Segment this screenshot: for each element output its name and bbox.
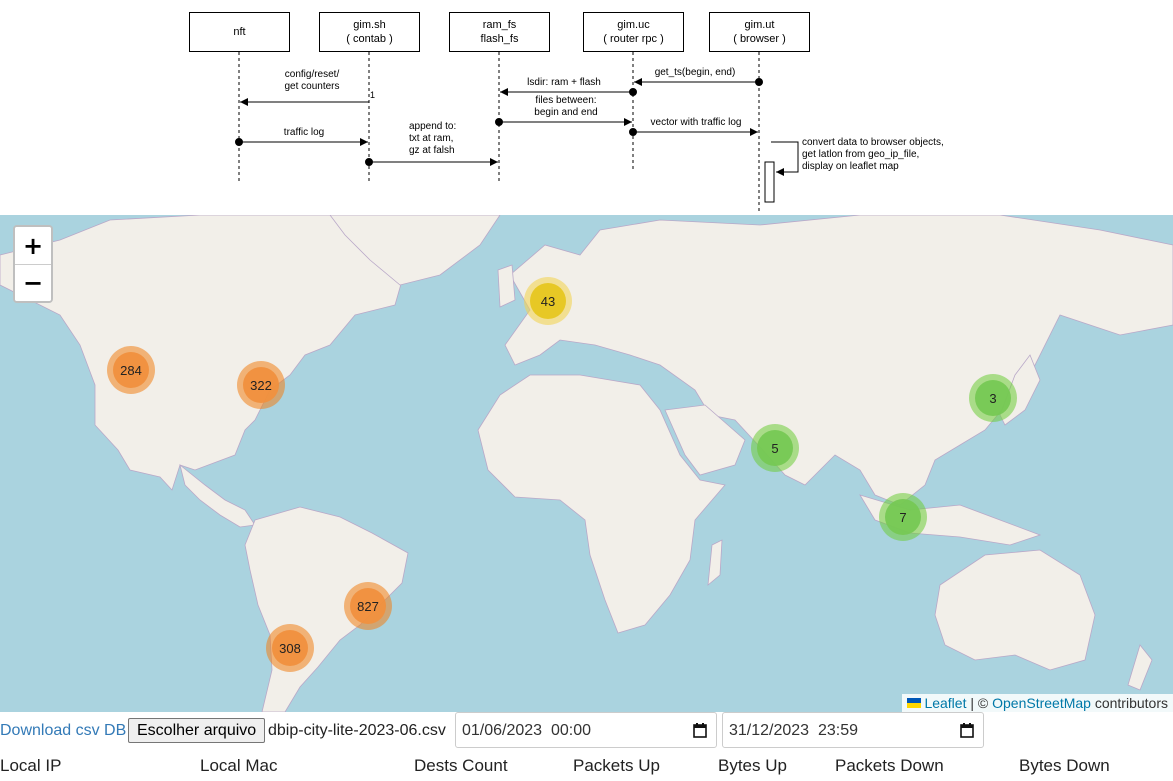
landmass-new-zealand [1127,644,1153,691]
cluster-count: 5 [757,430,793,466]
date-to-input[interactable]: 31/12/2023 23:59 [722,712,984,748]
marker-cluster[interactable]: 43 [524,277,572,325]
map-attribution: Leaflet | © OpenStreetMap contributors [902,694,1173,712]
landmass-uk [497,264,516,308]
landmass-australia [934,549,1096,671]
date-from-input[interactable]: 01/06/2023 00:00 [455,712,717,748]
actor-sublabel: ( contab ) [346,33,393,45]
calendar-icon[interactable] [693,723,707,738]
message-traffic-log: traffic log [283,127,325,138]
actor-gim-uc: gim.uc ( router rpc ) [583,12,684,52]
date-to-value: 31/12/2023 23:59 [729,722,859,739]
message-config-reset: config/reset/ get counters [284,69,340,92]
column-header-dests-count[interactable]: Dests Count [414,756,508,775]
column-header-packets-up[interactable]: Packets Up [573,756,660,775]
zoom-control: + − [13,225,53,303]
sequence-diagram-lines [235,52,799,212]
cluster-count: 7 [885,499,921,535]
marker-cluster[interactable]: 5 [751,424,799,472]
calendar-icon[interactable] [960,723,974,738]
actor-label: gim.sh [353,19,386,31]
cluster-count: 3 [975,380,1011,416]
zoom-in-button[interactable]: + [15,227,51,264]
cluster-count: 43 [530,283,566,319]
landmass-eurasia [504,215,1173,506]
cluster-count: 284 [113,352,149,388]
landmass-north-america [0,215,431,491]
message-get-ts: get_ts(begin, end) [654,67,736,78]
actor-sublabel: ( browser ) [733,33,786,45]
marker-cluster[interactable]: 827 [344,582,392,630]
column-header-bytes-up[interactable]: Bytes Up [718,756,787,775]
date-from-value: 01/06/2023 00:00 [462,722,592,739]
actor-nft: nft [189,12,290,52]
openstreetmap-link[interactable]: OpenStreetMap [992,695,1091,711]
actor-sublabel: ( router rpc ) [603,33,664,45]
landmass-central-america [179,463,256,528]
cluster-count: 308 [272,630,308,666]
activation-mark: 1 [370,90,376,100]
landmass-arabia [664,404,746,476]
column-header-local-ip[interactable]: Local IP [0,756,62,775]
message-vector: vector with traffic log [650,117,742,128]
choose-file-button[interactable]: Escolher arquivo [128,718,266,743]
column-header-packets-down[interactable]: Packets Down [835,756,944,775]
actor-gim-ut: gim.ut ( browser ) [709,12,810,52]
marker-cluster[interactable]: 308 [266,624,314,672]
message-files-between: files between: begin and end [534,95,598,118]
traffic-table-header: Local IP Local Mac Dests Count Packets U… [0,755,1173,781]
actor-label: gim.ut [744,19,775,31]
note-convert-data: convert data to browser objects, get lat… [802,137,944,172]
ukraine-flag-icon [907,698,922,708]
marker-cluster[interactable]: 322 [237,361,285,409]
column-header-bytes-down[interactable]: Bytes Down [1019,756,1110,775]
landmass-madagascar [707,539,723,586]
marker-cluster[interactable]: 284 [107,346,155,394]
landmass-africa [477,374,726,634]
actor-sublabel: flash_fs [480,33,519,45]
leaflet-map[interactable]: + − 284 322 43 3 5 7 827 308 Leaflet | ©… [0,215,1173,712]
column-header-local-mac[interactable]: Local Mac [200,756,278,775]
controls-bar: Download csv DB Escolher arquivo dbip-ci… [0,712,1173,750]
message-append: append to: txt at ram, gz at falsh [409,121,457,156]
marker-cluster[interactable]: 3 [969,374,1017,422]
leaflet-link[interactable]: Leaflet [924,695,967,711]
actor-ram-fs: ram_fs flash_fs [449,12,550,52]
actor-label: gim.uc [617,19,650,31]
actor-gim-sh: gim.sh ( contab ) [319,12,420,52]
message-lsdir: lsdir: ram + flash [527,77,601,88]
selected-file-name: dbip-city-lite-2023-06.csv [268,722,446,739]
cluster-count: 827 [350,588,386,624]
sequence-diagram: nft gim.sh ( contab ) ram_fs flash_fs gi… [0,0,1173,215]
landmass-greenland [329,215,501,286]
actor-label: nft [233,26,246,38]
download-csv-link[interactable]: Download csv DB [0,722,127,739]
marker-cluster[interactable]: 7 [879,493,927,541]
cluster-count: 322 [243,367,279,403]
actor-label: ram_fs [482,19,517,31]
zoom-out-button[interactable]: − [15,264,51,301]
world-basemap [0,215,1173,712]
